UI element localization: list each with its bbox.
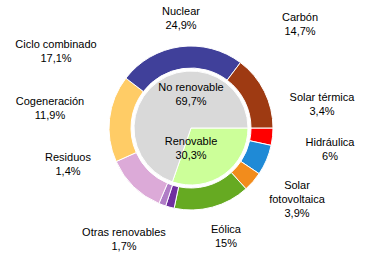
svg-text:Eólica15%: Eólica15% bbox=[211, 223, 242, 249]
svg-text:Residuos1,4%: Residuos1,4% bbox=[45, 151, 91, 177]
svg-text:Ciclo combinado17,1%: Ciclo combinado17,1% bbox=[15, 38, 96, 64]
svg-text:Hidráulica6%: Hidráulica6% bbox=[306, 136, 356, 162]
svg-text:Cogeneración11,9%: Cogeneración11,9% bbox=[16, 95, 85, 121]
svg-text:Otras renovables1,7%: Otras renovables1,7% bbox=[82, 226, 166, 252]
svg-text:Solar térmica3,4%: Solar térmica3,4% bbox=[290, 91, 356, 117]
svg-text:Solarfotovoltaica3,9%: Solarfotovoltaica3,9% bbox=[269, 179, 326, 219]
svg-text:Nuclear24,9%: Nuclear24,9% bbox=[162, 5, 200, 31]
svg-text:Carbón14,7%: Carbón14,7% bbox=[282, 11, 318, 37]
svg-text:Renovable30,3%: Renovable30,3% bbox=[165, 135, 218, 161]
svg-text:No renovable69,7%: No renovable69,7% bbox=[158, 81, 223, 107]
